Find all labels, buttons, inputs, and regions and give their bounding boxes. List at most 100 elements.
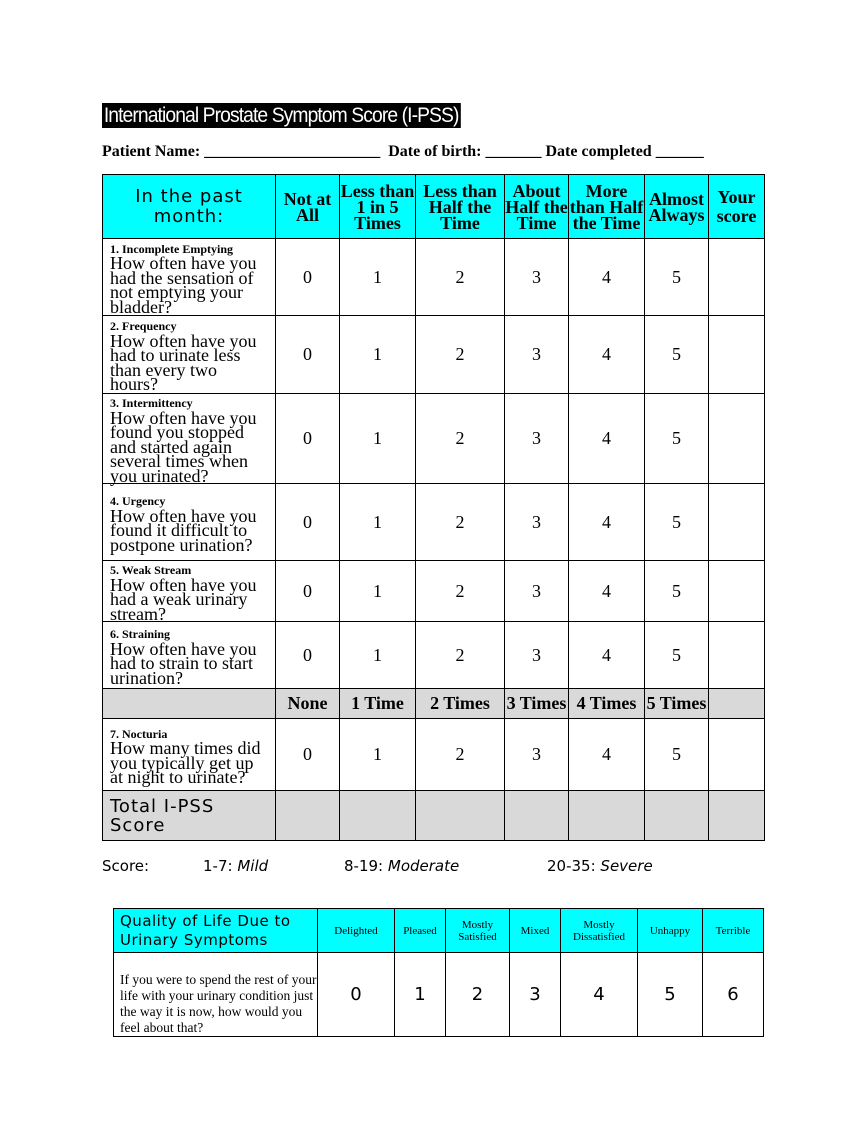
question-text: How often have you found it difficult to… (110, 505, 257, 555)
severe-label: Severe (600, 857, 653, 875)
score-option[interactable]: 3 (504, 238, 569, 316)
score-option[interactable]: 3 (504, 315, 569, 394)
qol-score[interactable]: 4 (560, 952, 638, 1037)
total-cell (415, 790, 505, 841)
score-option[interactable]: 4 (568, 393, 645, 484)
nocturia-option: 5 Times (644, 688, 709, 719)
score-option[interactable]: 2 (415, 718, 505, 791)
question-cell: 7. Nocturia How many times did you typica… (102, 718, 276, 791)
question-cell: 5. Weak Stream How often have you had a w… (102, 560, 276, 624)
total-cell (644, 790, 709, 841)
question-text: How often have you had a weak urinary st… (110, 574, 257, 624)
qol-score[interactable]: 0 (317, 952, 395, 1037)
score-option[interactable]: 4 (568, 718, 645, 791)
question-text: How often have you had the sensation of … (110, 253, 257, 317)
score-option[interactable]: 4 (568, 238, 645, 316)
score-option[interactable]: 1 (339, 393, 416, 484)
score-option[interactable]: 2 (415, 483, 505, 561)
nocturia-option: 2 Times (415, 688, 505, 719)
date-completed-field[interactable]: ______ (655, 143, 704, 160)
your-score-cell[interactable] (708, 621, 765, 689)
score-option[interactable]: 2 (415, 621, 505, 689)
score-option[interactable]: 3 (504, 560, 569, 622)
score-severe: 20-35: Severe (547, 857, 653, 875)
score-option[interactable]: 2 (415, 315, 505, 394)
your-score-cell[interactable] (708, 718, 765, 791)
score-option[interactable]: 3 (504, 718, 569, 791)
qol-option: Pleased (394, 908, 446, 953)
score-option[interactable]: 5 (644, 238, 709, 316)
your-score-cell[interactable] (708, 315, 765, 394)
score-option[interactable]: 4 (568, 483, 645, 561)
score-option[interactable]: 1 (339, 560, 416, 622)
qol-title: Quality of Life Due to Urinary Symptoms (113, 908, 318, 953)
qol-header-row: Quality of Life Due to Urinary Symptoms … (113, 908, 764, 953)
question-row: 5. Weak Stream How often have you had a w… (102, 560, 765, 624)
score-option[interactable]: 0 (275, 393, 340, 484)
qol-option: Mostly Satisfied (445, 908, 510, 953)
score-option[interactable]: 0 (275, 718, 340, 791)
qol-score[interactable]: 3 (509, 952, 561, 1037)
score-option[interactable]: 1 (339, 718, 416, 791)
qol-score[interactable]: 6 (702, 952, 764, 1037)
date-completed-label: Date completed (545, 143, 652, 160)
your-score-cell[interactable] (708, 560, 765, 622)
qol-option: Terrible (702, 908, 764, 953)
nocturia-option: 1 Time (339, 688, 416, 719)
score-mild: 1-7: Mild (203, 857, 268, 875)
score-option[interactable]: 1 (339, 315, 416, 394)
score-option[interactable]: 2 (415, 560, 505, 622)
nocturia-header-row: None 1 Time 2 Times 3 Times 4 Times 5 Ti… (102, 688, 765, 719)
score-moderate: 8-19: Moderate (344, 857, 459, 875)
score-option[interactable]: 0 (275, 315, 340, 394)
qol-option: Mostly Dissatisfied (560, 908, 638, 953)
score-option[interactable]: 5 (644, 483, 709, 561)
score-option[interactable]: 4 (568, 560, 645, 622)
dob-field[interactable]: _______ (485, 143, 542, 160)
qol-option: Unhappy (637, 908, 703, 953)
mild-range: 1-7: (203, 857, 233, 875)
score-option[interactable]: 5 (644, 718, 709, 791)
qol-score[interactable]: 1 (394, 952, 446, 1037)
patient-name-field[interactable]: ______________________ (204, 143, 381, 160)
your-score-cell[interactable] (708, 483, 765, 561)
score-option[interactable]: 1 (339, 483, 416, 561)
total-score-cell[interactable] (708, 790, 765, 841)
your-score-cell[interactable] (708, 393, 765, 484)
total-cell (339, 790, 416, 841)
question-row: 6. Straining How often have you had to st… (102, 621, 765, 689)
score-option[interactable]: 3 (504, 483, 569, 561)
quality-of-life-table: Quality of Life Due to Urinary Symptoms … (113, 908, 764, 1037)
score-label: Score: (102, 857, 150, 875)
score-option[interactable]: 4 (568, 621, 645, 689)
ipss-table: In the past month: Not at All Less than … (102, 174, 765, 841)
score-option[interactable]: 5 (644, 560, 709, 622)
score-option[interactable]: 0 (275, 621, 340, 689)
score-option[interactable]: 5 (644, 621, 709, 689)
score-option[interactable]: 1 (339, 621, 416, 689)
blank-cell (708, 688, 765, 719)
score-option[interactable]: 5 (644, 393, 709, 484)
score-option[interactable]: 3 (504, 393, 569, 484)
question-title: 1. Incomplete Emptying (110, 241, 233, 256)
qol-option: Mixed (509, 908, 561, 953)
score-option[interactable]: 0 (275, 483, 340, 561)
score-option[interactable]: 4 (568, 315, 645, 394)
moderate-range: 8-19: (344, 857, 384, 875)
score-option[interactable]: 0 (275, 238, 340, 316)
mild-label: Mild (237, 857, 269, 875)
score-option[interactable]: 2 (415, 393, 505, 484)
score-option[interactable]: 5 (644, 315, 709, 394)
header-less-half: Less than Half the Time (415, 174, 505, 239)
score-option[interactable]: 3 (504, 621, 569, 689)
qol-score[interactable]: 5 (637, 952, 703, 1037)
score-option[interactable]: 2 (415, 238, 505, 316)
question-title: 4. Urgency (110, 494, 166, 508)
header-not-at-all: Not at All (275, 174, 340, 239)
score-option[interactable]: 1 (339, 238, 416, 316)
score-option[interactable]: 0 (275, 560, 340, 622)
question-title: 6. Straining (110, 627, 171, 641)
your-score-cell[interactable] (708, 238, 765, 316)
qol-score[interactable]: 2 (445, 952, 510, 1037)
total-cell (568, 790, 645, 841)
